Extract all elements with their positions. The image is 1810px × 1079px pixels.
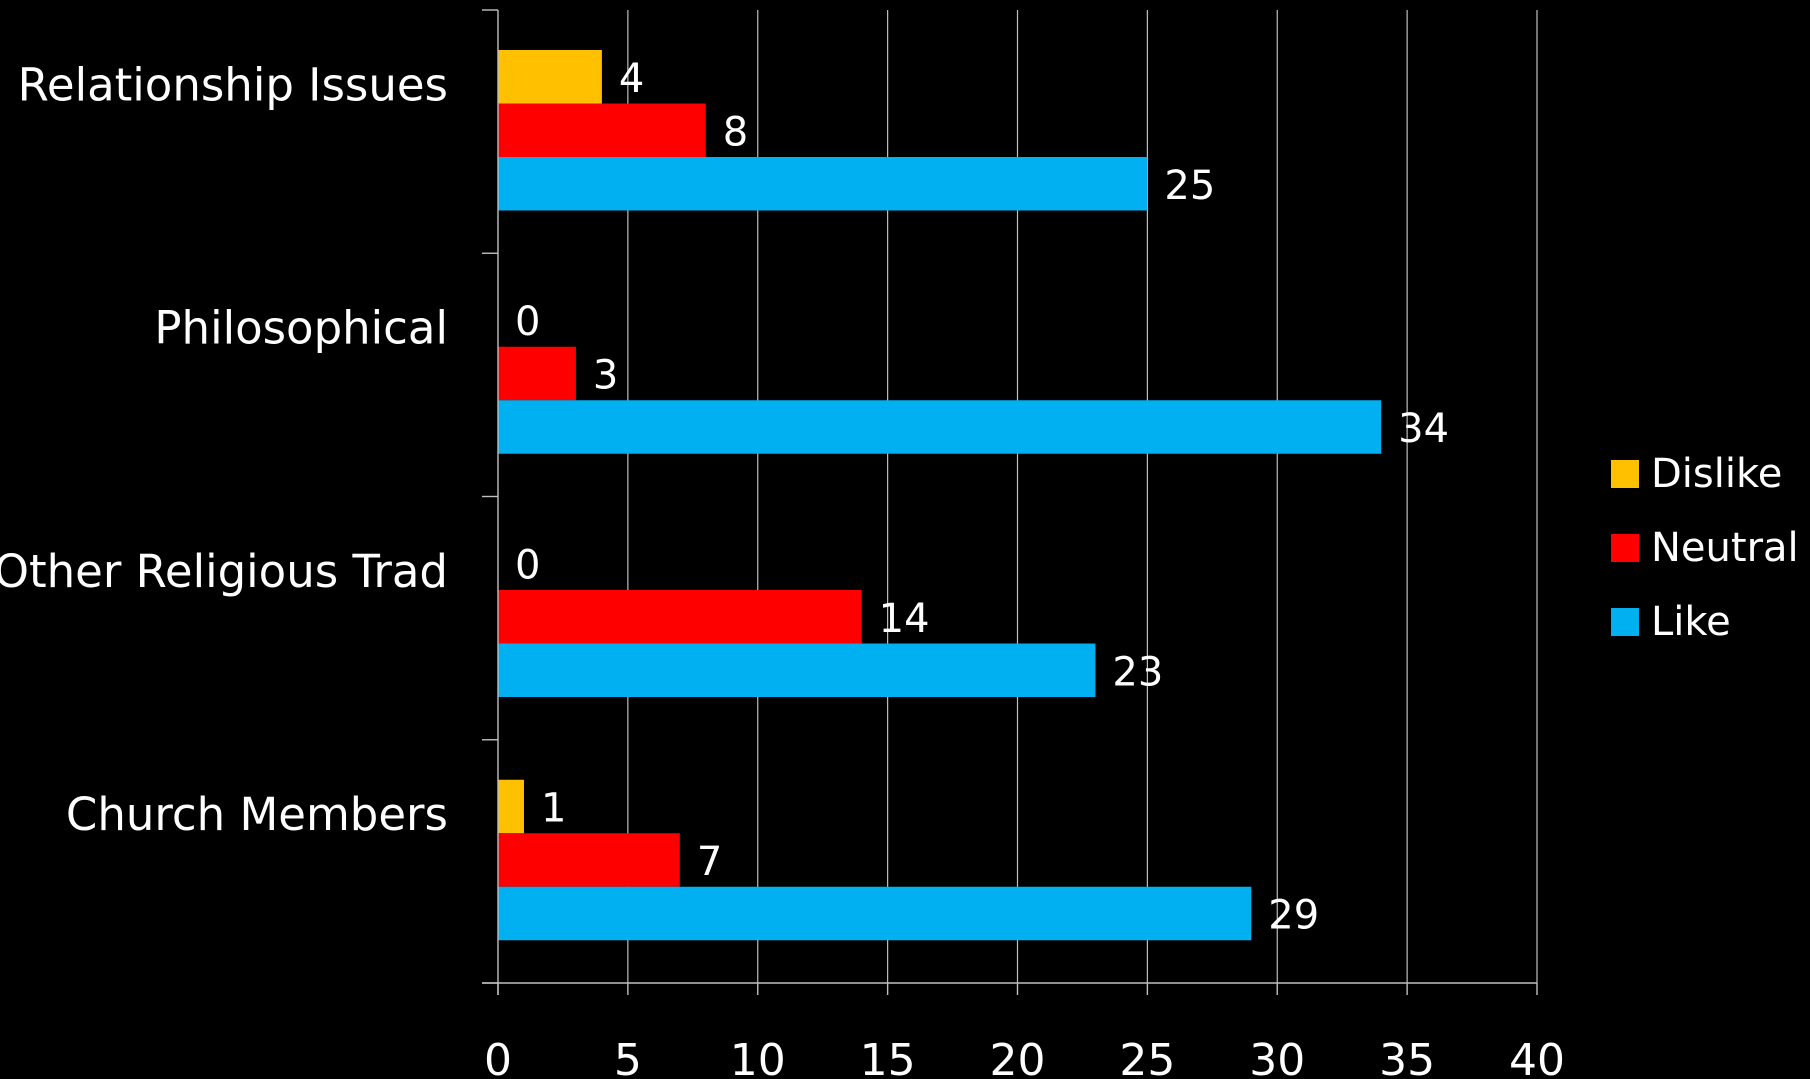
bar-neutral-2 <box>498 346 576 401</box>
bar-like-4 <box>498 886 1252 941</box>
data-label: 8 <box>723 109 748 155</box>
category-label: Philosophical <box>154 302 448 355</box>
bar-neutral-3 <box>498 590 862 644</box>
legend-swatch-dislike <box>1611 460 1639 488</box>
bar-neutral-1 <box>498 103 706 157</box>
legend-label: Dislike <box>1651 451 1782 497</box>
data-label: 14 <box>879 596 930 642</box>
legend-swatch-like <box>1611 608 1639 636</box>
bars-layer <box>498 50 1382 941</box>
x-tick-label: 5 <box>614 1035 642 1079</box>
legend-swatch-neutral <box>1611 534 1639 562</box>
data-label: 34 <box>1398 406 1449 452</box>
x-tick-label: 15 <box>860 1035 916 1079</box>
x-tick-label: 10 <box>730 1035 786 1079</box>
data-label: 23 <box>1112 649 1163 695</box>
category-label: Church Members <box>66 788 448 841</box>
category-label: Other Religious Trad <box>0 545 448 598</box>
grid-layer <box>627 10 1538 983</box>
data-label: 29 <box>1268 893 1319 939</box>
bar-like-2 <box>498 400 1382 454</box>
legend: Dislike Neutral Like <box>1611 451 1799 645</box>
data-label: 4 <box>619 56 644 102</box>
bar-like-3 <box>498 643 1096 697</box>
data-label: 3 <box>593 353 618 399</box>
x-tick-label: 0 <box>484 1035 512 1079</box>
legend-label: Like <box>1651 599 1731 645</box>
x-tick-label: 20 <box>990 1035 1046 1079</box>
legend-label: Neutral <box>1651 525 1799 571</box>
x-tick-label: 40 <box>1509 1035 1565 1079</box>
bar-dislike-1 <box>498 50 602 104</box>
axis-layer <box>482 9 1538 995</box>
x-tick-label: 30 <box>1249 1035 1305 1079</box>
bar-dislike-4 <box>498 779 524 834</box>
data-label: 0 <box>515 542 540 588</box>
data-label: 0 <box>515 299 540 345</box>
data-label: 25 <box>1164 163 1215 209</box>
x-tick-label: 25 <box>1119 1035 1175 1079</box>
bar-neutral-4 <box>498 833 680 887</box>
data-label: 7 <box>697 839 722 885</box>
category-label: Relationship Issues <box>18 58 448 111</box>
x-tick-label: 35 <box>1379 1035 1435 1079</box>
bar-like-1 <box>498 157 1148 211</box>
data-label: 1 <box>541 786 566 832</box>
